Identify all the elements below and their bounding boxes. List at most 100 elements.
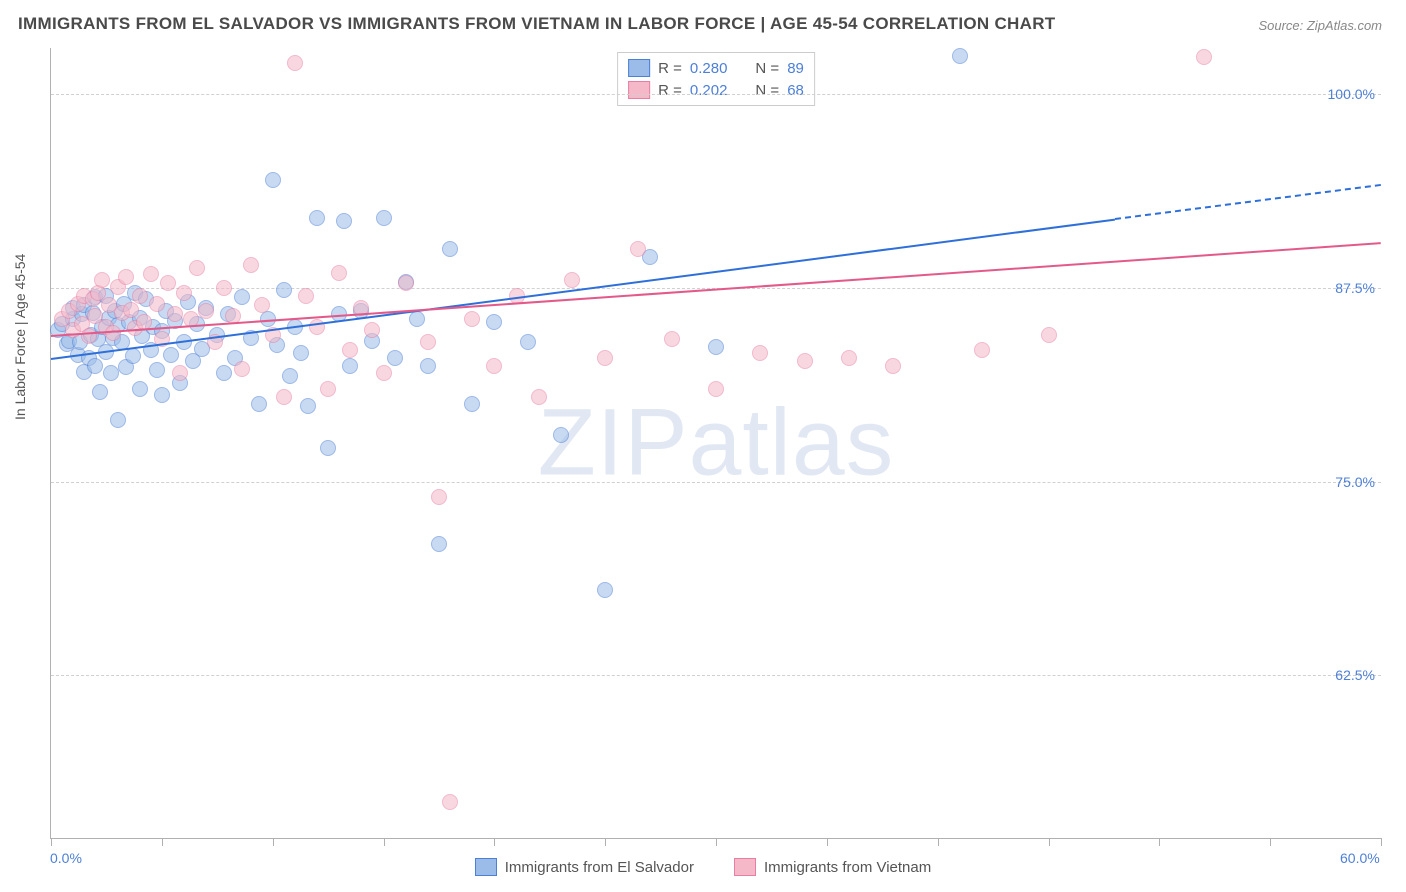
scatter-point (630, 241, 646, 257)
legend-swatch (475, 858, 497, 876)
legend-series-label: Immigrants from El Salvador (505, 859, 694, 876)
scatter-point (132, 288, 148, 304)
gridline-h (51, 675, 1381, 676)
scatter-point (597, 582, 613, 598)
scatter-point (287, 55, 303, 71)
scatter-point (1041, 327, 1057, 343)
scatter-point (198, 303, 214, 319)
scatter-point (189, 260, 205, 276)
legend-row: R = 0.280 N = 89 (628, 57, 804, 79)
scatter-point (952, 48, 968, 64)
scatter-point (149, 362, 165, 378)
scatter-point (409, 311, 425, 327)
scatter-point (376, 365, 392, 381)
scatter-point (531, 389, 547, 405)
scatter-point (464, 396, 480, 412)
scatter-point (118, 269, 134, 285)
x-tick (605, 838, 606, 846)
scatter-point (431, 536, 447, 552)
scatter-point (293, 345, 309, 361)
x-tick (51, 838, 52, 846)
scatter-point (376, 210, 392, 226)
scatter-point (885, 358, 901, 374)
y-tick-label: 62.5% (1335, 667, 1375, 683)
scatter-point (300, 398, 316, 414)
scatter-point (87, 358, 103, 374)
scatter-point (520, 334, 536, 350)
scatter-point (664, 331, 680, 347)
legend-n-label: N = (755, 60, 779, 77)
scatter-point (176, 285, 192, 301)
scatter-point (431, 489, 447, 505)
scatter-point (172, 365, 188, 381)
x-tick (716, 838, 717, 846)
scatter-point (342, 358, 358, 374)
scatter-point (125, 348, 141, 364)
legend-r-value: 0.280 (690, 60, 728, 77)
scatter-point (216, 280, 232, 296)
scatter-point (442, 241, 458, 257)
x-tick (494, 838, 495, 846)
scatter-point (309, 210, 325, 226)
scatter-point (364, 322, 380, 338)
scatter-point (110, 412, 126, 428)
legend-r-label: R = (658, 60, 682, 77)
scatter-point (92, 384, 108, 400)
scatter-point (143, 266, 159, 282)
scatter-point (167, 306, 183, 322)
legend-n-value: 89 (787, 60, 804, 77)
scatter-point (564, 272, 580, 288)
scatter-point (752, 345, 768, 361)
scatter-point (103, 365, 119, 381)
scatter-point (309, 319, 325, 335)
scatter-point (243, 257, 259, 273)
scatter-point (708, 339, 724, 355)
chart-title: IMMIGRANTS FROM EL SALVADOR VS IMMIGRANT… (18, 14, 1055, 34)
scatter-point (331, 265, 347, 281)
legend-series: Immigrants from El Salvador Immigrants fr… (0, 846, 1406, 888)
scatter-point (442, 794, 458, 810)
scatter-point (132, 381, 148, 397)
legend-series-item: Immigrants from El Salvador (475, 846, 694, 888)
scatter-point (841, 350, 857, 366)
scatter-point (420, 334, 436, 350)
scatter-point (234, 361, 250, 377)
scatter-point (216, 365, 232, 381)
legend-r-value: 0.202 (690, 82, 728, 99)
y-tick-label: 87.5% (1335, 280, 1375, 296)
x-tick (1270, 838, 1271, 846)
scatter-point (486, 358, 502, 374)
legend-row: R =0.202N =68 (628, 79, 804, 101)
scatter-point (163, 347, 179, 363)
legend-swatch (734, 858, 756, 876)
gridline-h (51, 482, 1381, 483)
scatter-point (154, 387, 170, 403)
scatter-point (160, 275, 176, 291)
x-tick-label: 0.0% (50, 850, 82, 866)
scatter-point (398, 275, 414, 291)
scatter-point (708, 381, 724, 397)
scatter-point (298, 288, 314, 304)
scatter-point (974, 342, 990, 358)
legend-series-item: Immigrants from Vietnam (734, 846, 931, 888)
x-tick (827, 838, 828, 846)
scatter-point (149, 296, 165, 312)
y-axis-label: In Labor Force | Age 45-54 (12, 254, 28, 420)
trend-line (1115, 184, 1381, 220)
scatter-point (282, 368, 298, 384)
x-tick-label: 60.0% (1340, 850, 1380, 866)
scatter-point (797, 353, 813, 369)
x-tick (938, 838, 939, 846)
scatter-point (486, 314, 502, 330)
scatter-point (81, 328, 97, 344)
x-tick (384, 838, 385, 846)
scatter-point (320, 440, 336, 456)
legend-r-label: R = (658, 82, 682, 99)
source-label: Source: ZipAtlas.com (1258, 18, 1382, 33)
scatter-point (276, 282, 292, 298)
legend-series-label: Immigrants from Vietnam (764, 859, 931, 876)
scatter-point (387, 350, 403, 366)
scatter-point (234, 289, 250, 305)
legend-correlation: R =0.280N =89R =0.202N =68 (617, 52, 815, 106)
chart-area: ZIPatlas R =0.280N =89R =0.202N =68 62.5… (50, 48, 1381, 839)
